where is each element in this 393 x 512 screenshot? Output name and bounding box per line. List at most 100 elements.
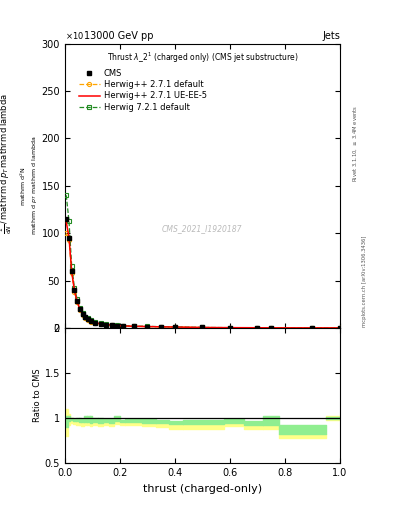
Line: Herwig++ 2.7.1 UE-EE-5: Herwig++ 2.7.1 UE-EE-5 [66, 222, 340, 328]
Herwig 7.2.1 default [131, 323, 136, 329]
Herwig 7.2.1 default [310, 325, 315, 331]
Herwig 7.2.1 default [78, 305, 83, 311]
Text: Rivet 3.1.10, $\geq$ 3.4M events: Rivet 3.1.10, $\geq$ 3.4M events [352, 105, 359, 182]
Herwig++ 2.7.1 default [64, 230, 69, 236]
CMS [338, 325, 342, 331]
Herwig++ 2.7.1 default [145, 324, 150, 330]
Herwig++ 2.7.1 default [89, 318, 94, 325]
Herwig++ 2.7.1 UE-EE-5 [255, 325, 260, 331]
CMS [310, 325, 315, 331]
Herwig++ 2.7.1 UE-EE-5 [120, 323, 125, 329]
Herwig 7.2.1 default [173, 324, 177, 330]
CMS [173, 324, 177, 330]
Line: Herwig++ 2.7.1 default: Herwig++ 2.7.1 default [64, 231, 342, 330]
CMS [72, 287, 77, 293]
Herwig++ 2.7.1 default [338, 325, 342, 331]
Herwig++ 2.7.1 UE-EE-5 [72, 288, 77, 294]
Herwig++ 2.7.1 UE-EE-5 [66, 234, 72, 240]
Legend: CMS, Herwig++ 2.7.1 default, Herwig++ 2.7.1 UE-EE-5, Herwig 7.2.1 default: CMS, Herwig++ 2.7.1 default, Herwig++ 2.… [77, 68, 209, 113]
Herwig 7.2.1 default [86, 315, 90, 322]
CMS [200, 325, 205, 331]
Herwig 7.2.1 default [255, 325, 260, 331]
Herwig 7.2.1 default [104, 321, 108, 327]
Herwig++ 2.7.1 UE-EE-5 [75, 299, 80, 305]
Text: Thrust $\lambda\_2^1$ (charged only) (CMS jet substructure): Thrust $\lambda\_2^1$ (charged only) (CM… [107, 51, 298, 65]
Herwig++ 2.7.1 default [173, 324, 177, 330]
Text: mcplots.cern.ch [arXiv:1306.3436]: mcplots.cern.ch [arXiv:1306.3436] [362, 236, 367, 327]
CMS [75, 298, 80, 305]
Herwig 7.2.1 default [83, 313, 88, 319]
Herwig 7.2.1 default [228, 325, 232, 331]
Herwig 7.2.1 default [72, 285, 77, 291]
CMS [115, 323, 119, 329]
Herwig 7.2.1 default [89, 317, 94, 324]
Herwig++ 2.7.1 default [115, 323, 119, 329]
Herwig++ 2.7.1 default [310, 325, 315, 331]
Text: Jets: Jets [322, 31, 340, 41]
Herwig++ 2.7.1 default [159, 324, 163, 330]
Herwig++ 2.7.1 default [72, 289, 77, 295]
Herwig 7.2.1 default [338, 325, 342, 331]
Herwig 7.2.1 default [109, 322, 114, 328]
Herwig++ 2.7.1 UE-EE-5 [69, 269, 74, 275]
Herwig++ 2.7.1 UE-EE-5 [78, 306, 83, 312]
CMS [66, 235, 72, 241]
Herwig++ 2.7.1 default [69, 270, 74, 276]
X-axis label: thrust (charged-only): thrust (charged-only) [143, 484, 262, 494]
Herwig++ 2.7.1 default [78, 307, 83, 313]
Herwig++ 2.7.1 UE-EE-5 [338, 325, 342, 331]
Herwig++ 2.7.1 default [109, 322, 114, 328]
CMS [93, 319, 97, 326]
Herwig 7.2.1 default [69, 263, 74, 269]
Herwig++ 2.7.1 UE-EE-5 [228, 325, 232, 331]
Text: $\times10$: $\times10$ [65, 30, 84, 41]
Herwig++ 2.7.1 UE-EE-5 [83, 314, 88, 321]
Herwig++ 2.7.1 default [255, 325, 260, 331]
Herwig 7.2.1 default [115, 322, 119, 328]
Y-axis label: Ratio to CMS: Ratio to CMS [33, 369, 42, 422]
Herwig++ 2.7.1 default [75, 299, 80, 305]
Herwig++ 2.7.1 UE-EE-5 [159, 324, 163, 330]
CMS [269, 325, 274, 331]
Herwig++ 2.7.1 default [120, 323, 125, 329]
CMS [159, 324, 163, 330]
CMS [131, 323, 136, 329]
Herwig++ 2.7.1 UE-EE-5 [145, 324, 150, 330]
Herwig++ 2.7.1 default [269, 325, 274, 331]
CMS [69, 268, 74, 274]
Herwig++ 2.7.1 UE-EE-5 [131, 323, 136, 329]
CMS [78, 306, 83, 312]
Text: 13000 GeV pp: 13000 GeV pp [84, 31, 154, 41]
Herwig++ 2.7.1 UE-EE-5 [93, 319, 97, 326]
Herwig 7.2.1 default [66, 218, 72, 224]
Herwig++ 2.7.1 UE-EE-5 [64, 219, 69, 225]
Herwig 7.2.1 default [269, 325, 274, 331]
Herwig 7.2.1 default [145, 323, 150, 329]
Herwig++ 2.7.1 UE-EE-5 [115, 323, 119, 329]
Herwig++ 2.7.1 default [228, 325, 232, 331]
CMS [109, 322, 114, 328]
Herwig 7.2.1 default [64, 192, 69, 198]
Text: CMS_2021_I1920187: CMS_2021_I1920187 [162, 224, 242, 233]
Herwig++ 2.7.1 default [200, 325, 205, 331]
Herwig++ 2.7.1 UE-EE-5 [98, 321, 103, 327]
Herwig++ 2.7.1 default [83, 315, 88, 321]
CMS [86, 316, 90, 323]
Herwig 7.2.1 default [93, 319, 97, 325]
Herwig++ 2.7.1 UE-EE-5 [104, 322, 108, 328]
Herwig++ 2.7.1 UE-EE-5 [269, 325, 274, 331]
Herwig++ 2.7.1 default [81, 312, 85, 318]
Y-axis label: mathrm d$^2$N
mathrm d $p_T$ mathrm d lambda: mathrm d$^2$N mathrm d $p_T$ mathrm d la… [19, 136, 39, 236]
CMS [81, 311, 85, 317]
CMS [228, 325, 232, 331]
Herwig++ 2.7.1 UE-EE-5 [200, 325, 205, 331]
Herwig++ 2.7.1 default [98, 321, 103, 327]
Herwig++ 2.7.1 UE-EE-5 [89, 318, 94, 325]
CMS [255, 325, 260, 331]
CMS [98, 321, 103, 327]
CMS [64, 216, 69, 222]
Herwig++ 2.7.1 default [131, 323, 136, 329]
Herwig 7.2.1 default [98, 320, 103, 326]
CMS [104, 322, 108, 328]
Herwig 7.2.1 default [75, 296, 80, 303]
